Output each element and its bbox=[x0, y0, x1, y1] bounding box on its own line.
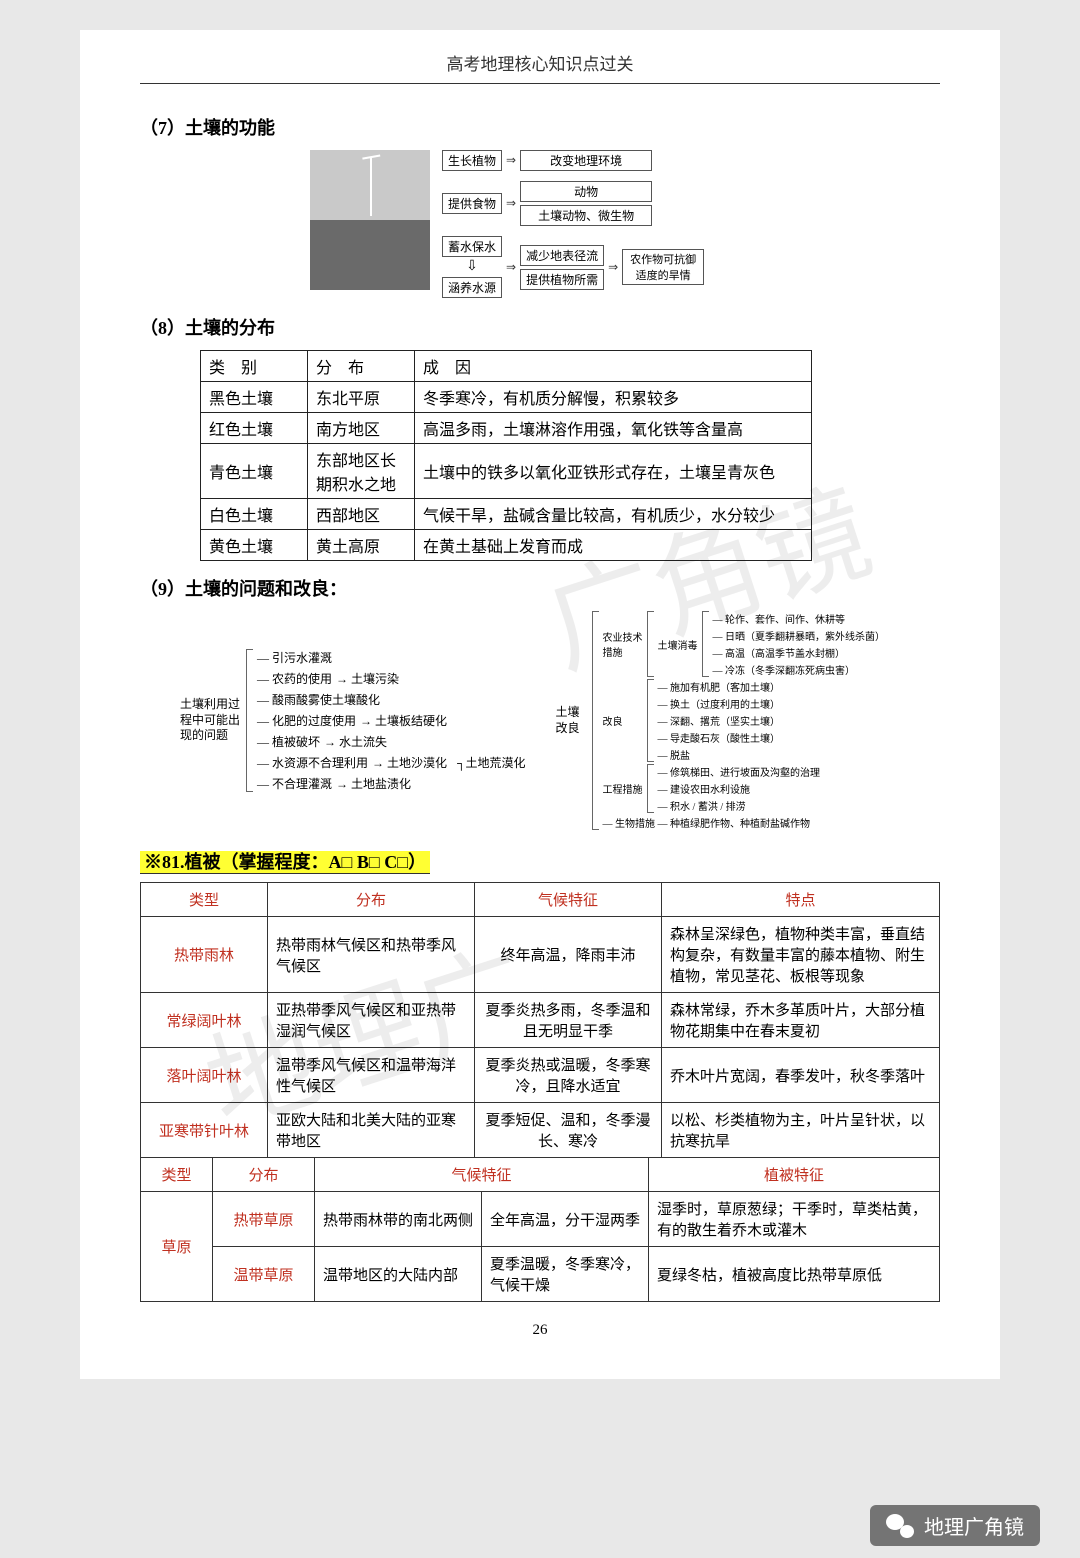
page-title: 高考地理核心知识点过关 bbox=[140, 50, 940, 84]
diagram-item: — 引污水灌溉 bbox=[257, 649, 526, 666]
table-row: 青色土壤东部地区长期积水之地土壤中的铁多以氧化亚铁形式存在，土壤呈青灰色 bbox=[201, 444, 812, 499]
section-81-heading: ※81.植被（掌握程度：A□ B□ C□） bbox=[140, 848, 940, 874]
diagram-box: 改变地理环境 bbox=[520, 150, 652, 171]
table-header: 类型 bbox=[141, 883, 268, 917]
table-header: 类型 bbox=[141, 1158, 213, 1192]
table-row: 落叶阔叶林温带季风气候区和温带海洋性气候区夏季炎热或温暖，冬季寒冷，且降水适宜乔… bbox=[141, 1048, 940, 1103]
diagram-group: 工程措施— 修筑梯田、进行坡面及沟壑的治理— 建设农田水利设施— 积水 / 蓄洪… bbox=[603, 764, 886, 813]
arrow-icon: ⇒ bbox=[506, 260, 516, 275]
bracket-label: 土壤利用过程中可能出现的问题 bbox=[180, 697, 240, 744]
diagram-group: 改良— 施加有机肥（客加土壤）— 换土（过度利用的土壤）— 深翻、撂荒（坚实土壤… bbox=[603, 679, 886, 762]
table-header: 气候特征 bbox=[475, 883, 662, 917]
vegetation-table: 类型 分布 气候特征 特点 热带雨林热带雨林气候区和热带季风气候区终年高温，降雨… bbox=[140, 882, 940, 1158]
diagram-item: — 不合理灌溉 → 土地盐渍化 bbox=[257, 775, 526, 792]
section-7-diagram: 生长植物 ⇒ 改变地理环境 提供食物 ⇒ 动物 土壤动物、微生物 蓄水保水 ⇩ … bbox=[310, 150, 940, 298]
arrow-icon: ⇒ bbox=[506, 153, 516, 168]
table-row: 黄色土壤黄土高原在黄土基础上发育而成 bbox=[201, 530, 812, 561]
table-row: 热带雨林热带雨林气候区和热带季风气候区终年高温，降雨丰沛森林呈深绿色，植物种类丰… bbox=[141, 917, 940, 993]
diagram-box: 涵养水源 bbox=[442, 277, 502, 298]
diagram-item: — 生物措施 — 种植绿肥作物、种植耐盐碱作物 bbox=[603, 815, 886, 830]
diagram-box: 动物 bbox=[520, 181, 652, 202]
soil-distribution-table: 类 别 分 布 成 因 黑色土壤东北平原冬季寒冷，有机质分解慢，积累较多红色土壤… bbox=[200, 350, 812, 561]
diagram-item: — 植被破坏 → 水土流失 bbox=[257, 733, 526, 750]
table-header: 植被特征 bbox=[649, 1158, 940, 1192]
diagram-box: 生长植物 bbox=[442, 150, 502, 171]
diagram-item: — 水资源不合理利用 → 土地沙漠化┐土地荒漠化 bbox=[257, 754, 526, 771]
diagram-item: — 农药的使用 → 土壤污染 bbox=[257, 670, 526, 687]
diagram-box: 提供植物所需 bbox=[520, 269, 604, 290]
arrow-icon: ⇒ bbox=[506, 196, 516, 211]
table-row: 亚寒带针叶林亚欧大陆和北美大陆的亚寒带地区夏季短促、温和，冬季漫长、寒冷以松、杉… bbox=[141, 1103, 940, 1158]
diagram-group: 农业技术措施土壤消毒— 轮作、套作、间作、休耕等— 日晒（夏季翻耕暴晒，紫外线杀… bbox=[603, 611, 886, 677]
section-9-title: （9）土壤的问题和改良： bbox=[140, 575, 940, 601]
diagram-box: 土壤动物、微生物 bbox=[520, 205, 652, 226]
channel-watermark: 地理广角镜 bbox=[870, 1505, 1040, 1546]
arrow-icon: ⇒ bbox=[608, 260, 618, 275]
channel-name: 地理广角镜 bbox=[924, 1511, 1024, 1540]
table-row: 白色土壤西部地区气候干旱，盐碱含量比较高，有机质少，水分较少 bbox=[201, 499, 812, 530]
section-8-title: （8）土壤的分布 bbox=[140, 314, 940, 340]
diagram-item: — 化肥的过度使用 → 土壤板结硬化 bbox=[257, 712, 526, 729]
table-row: 黑色土壤东北平原冬季寒冷，有机质分解慢，积累较多 bbox=[201, 382, 812, 413]
diagram-box: 蓄水保水 bbox=[442, 236, 502, 257]
table-row: 常绿阔叶林亚热带季风气候区和亚热带湿润气候区夏季炎热多雨，冬季温和且无明显干季森… bbox=[141, 993, 940, 1048]
highlighted-text: ※81.植被（掌握程度：A□ B□ C□） bbox=[140, 851, 430, 874]
section-9-diagram: 土壤利用过程中可能出现的问题 — 引污水灌溉 — 农药的使用 → 土壤污染 — 酸雨… bbox=[180, 611, 940, 830]
table-header: 类 别 bbox=[201, 351, 308, 382]
wechat-icon bbox=[886, 1514, 914, 1538]
soil-illustration bbox=[310, 150, 430, 290]
grassland-table: 类型 分布 气候特征 植被特征 草原热带草原热带雨林带的南北两侧全年高温，分干湿… bbox=[140, 1157, 940, 1302]
page-number: 26 bbox=[140, 1322, 940, 1339]
table-header: 分布 bbox=[213, 1158, 315, 1192]
diagram-box: 减少地表径流 bbox=[520, 245, 604, 266]
table-header: 特点 bbox=[662, 883, 940, 917]
document-page: 广角镜 地理广 高考地理核心知识点过关 （7）土壤的功能 生长植物 ⇒ 改变地理… bbox=[80, 30, 1000, 1379]
table-row: 温带草原温带地区的大陆内部夏季温暖，冬季寒冷，气候干燥夏绿冬枯，植被高度比热带草… bbox=[141, 1247, 940, 1302]
table-header: 成 因 bbox=[415, 351, 812, 382]
table-header: 分 布 bbox=[308, 351, 415, 382]
table-row: 草原热带草原热带雨林带的南北两侧全年高温，分干湿两季湿季时，草原葱绿；干季时，草… bbox=[141, 1192, 940, 1247]
diagram-item: — 酸雨酸雾使土壤酸化 bbox=[257, 691, 526, 708]
diagram-box: 提供食物 bbox=[442, 193, 502, 214]
diagram-box: 农作物可抗御适度的旱情 bbox=[622, 249, 704, 285]
down-arrow-icon: ⇩ bbox=[442, 260, 502, 274]
table-header: 气候特征 bbox=[315, 1158, 649, 1192]
bracket-label: 土壤改良 bbox=[556, 705, 586, 736]
table-row: 红色土壤南方地区高温多雨，土壤淋溶作用强，氧化铁等含量高 bbox=[201, 413, 812, 444]
section-7-title: （7）土壤的功能 bbox=[140, 114, 940, 140]
table-header: 分布 bbox=[268, 883, 475, 917]
